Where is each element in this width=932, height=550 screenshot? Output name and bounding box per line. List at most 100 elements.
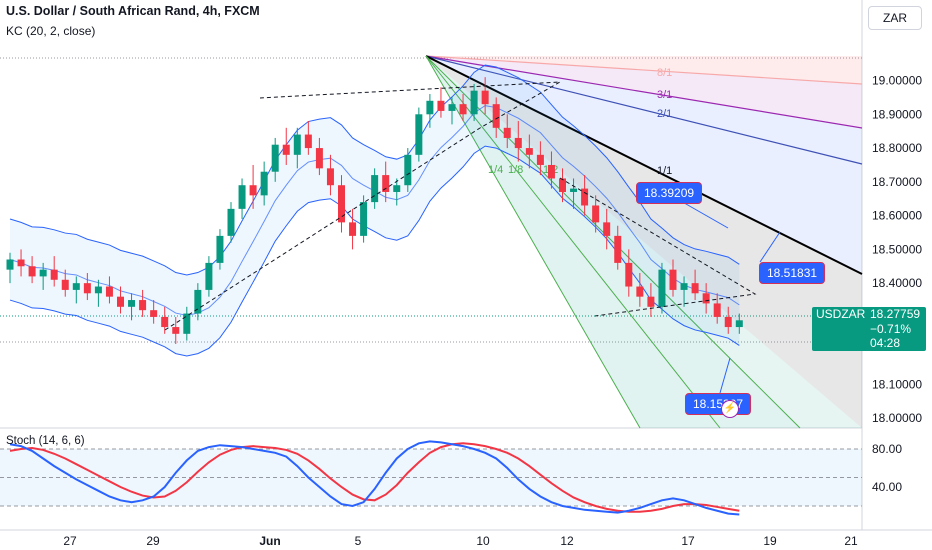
fan-zone <box>426 56 862 428</box>
price-tag-change: −0.71% <box>870 322 912 336</box>
candle-body <box>691 283 699 294</box>
candle <box>338 175 345 233</box>
triangle-pattern-2 <box>559 177 757 317</box>
candle <box>72 276 80 304</box>
currency-button[interactable]: ZAR <box>868 6 922 30</box>
price-label-1[interactable]: 18.39209 <box>636 182 703 204</box>
candle <box>282 127 290 165</box>
candle <box>636 273 644 307</box>
candle <box>614 225 622 270</box>
candle <box>603 208 611 250</box>
candle-body <box>249 185 257 196</box>
candle <box>680 276 688 307</box>
candle-body <box>39 269 47 277</box>
candle <box>293 127 301 169</box>
time-tick: Jun <box>259 534 280 548</box>
price-label-2[interactable]: 18.51831 <box>759 262 826 284</box>
candle-body <box>658 269 666 307</box>
price-tick: 19.00000 <box>872 74 922 88</box>
candle-body <box>172 327 180 334</box>
candle <box>647 283 655 317</box>
candle-body <box>525 148 533 155</box>
candle <box>83 273 91 301</box>
candle-body <box>105 286 113 297</box>
candle-body <box>227 208 235 236</box>
candle-body <box>139 300 147 311</box>
candle <box>183 306 191 341</box>
candle <box>525 134 533 169</box>
time-axis[interactable]: 27 29 Jun 5 10 12 17 19 21 <box>63 534 858 548</box>
candle <box>448 97 456 125</box>
fan-label: 2/1 <box>657 108 672 120</box>
candle <box>669 259 677 297</box>
candle <box>50 256 58 287</box>
candle <box>514 121 522 162</box>
candle-body <box>547 164 555 179</box>
candle <box>470 83 478 122</box>
time-tick: 29 <box>146 534 160 548</box>
time-tick: 5 <box>355 534 362 548</box>
candle-body <box>161 316 169 328</box>
candle <box>194 283 202 321</box>
candle-body <box>724 316 732 328</box>
candle <box>260 161 268 206</box>
fan-label: 1/1 <box>657 165 672 177</box>
candle <box>315 137 323 176</box>
stoch-label[interactable]: Stoch (14, 6, 6) <box>6 435 85 447</box>
candle <box>536 141 544 176</box>
price-tag-price: 18.27759 <box>870 307 921 321</box>
candle <box>150 300 158 324</box>
fan-zone <box>426 56 862 428</box>
candle <box>724 306 732 334</box>
candle-body <box>371 175 379 203</box>
candle-body <box>349 222 357 236</box>
price-tick: 18.50000 <box>872 242 922 256</box>
candle <box>625 249 633 297</box>
price-label-3[interactable]: 18.15307 <box>685 393 752 415</box>
fan-line-1-8 <box>425 55 641 429</box>
fan-line-1-1 <box>425 55 863 275</box>
candle-body <box>293 134 301 155</box>
candle <box>570 178 578 209</box>
candle-body <box>94 286 102 294</box>
candle-body <box>459 104 467 115</box>
label-connector <box>719 357 731 394</box>
candle-body <box>6 259 14 270</box>
candle-body <box>581 188 589 206</box>
fan-label: 3/1 <box>657 89 672 101</box>
candle <box>161 306 169 334</box>
candle-body <box>570 188 578 192</box>
candle <box>304 121 312 155</box>
fan-label: 8/1 <box>657 67 672 79</box>
candle-body <box>393 185 401 192</box>
candle <box>205 256 213 297</box>
time-tick: 21 <box>844 534 858 548</box>
candle <box>227 202 235 243</box>
time-tick: 19 <box>763 534 777 548</box>
candle <box>382 161 390 203</box>
candle-body <box>503 127 511 138</box>
stoch-tick: 40.00 <box>872 480 902 494</box>
time-tick: 27 <box>63 534 77 548</box>
candle-body <box>72 283 80 290</box>
candle <box>481 77 489 115</box>
lightning-icon[interactable]: ⚡ <box>721 400 739 418</box>
candle-body <box>216 235 224 263</box>
time-tick: 12 <box>560 534 574 548</box>
candle-body <box>415 114 423 155</box>
candle <box>326 154 334 196</box>
price-tick: 18.90000 <box>872 107 922 121</box>
stoch-k-line <box>9 440 740 516</box>
candle-body <box>669 269 677 290</box>
fan-line-8-1 <box>425 55 863 85</box>
candle-body <box>83 283 91 294</box>
price-axis[interactable]: 19.00000 18.90000 18.80000 18.70000 18.60000… <box>872 74 922 426</box>
stochastic-pane <box>0 440 862 516</box>
candle-body <box>28 266 36 277</box>
candles[interactable] <box>6 77 743 344</box>
indicator-label[interactable]: KC (20, 2, close) <box>6 24 96 38</box>
candle <box>393 178 401 206</box>
candle <box>713 293 721 324</box>
candle-body <box>304 134 312 149</box>
